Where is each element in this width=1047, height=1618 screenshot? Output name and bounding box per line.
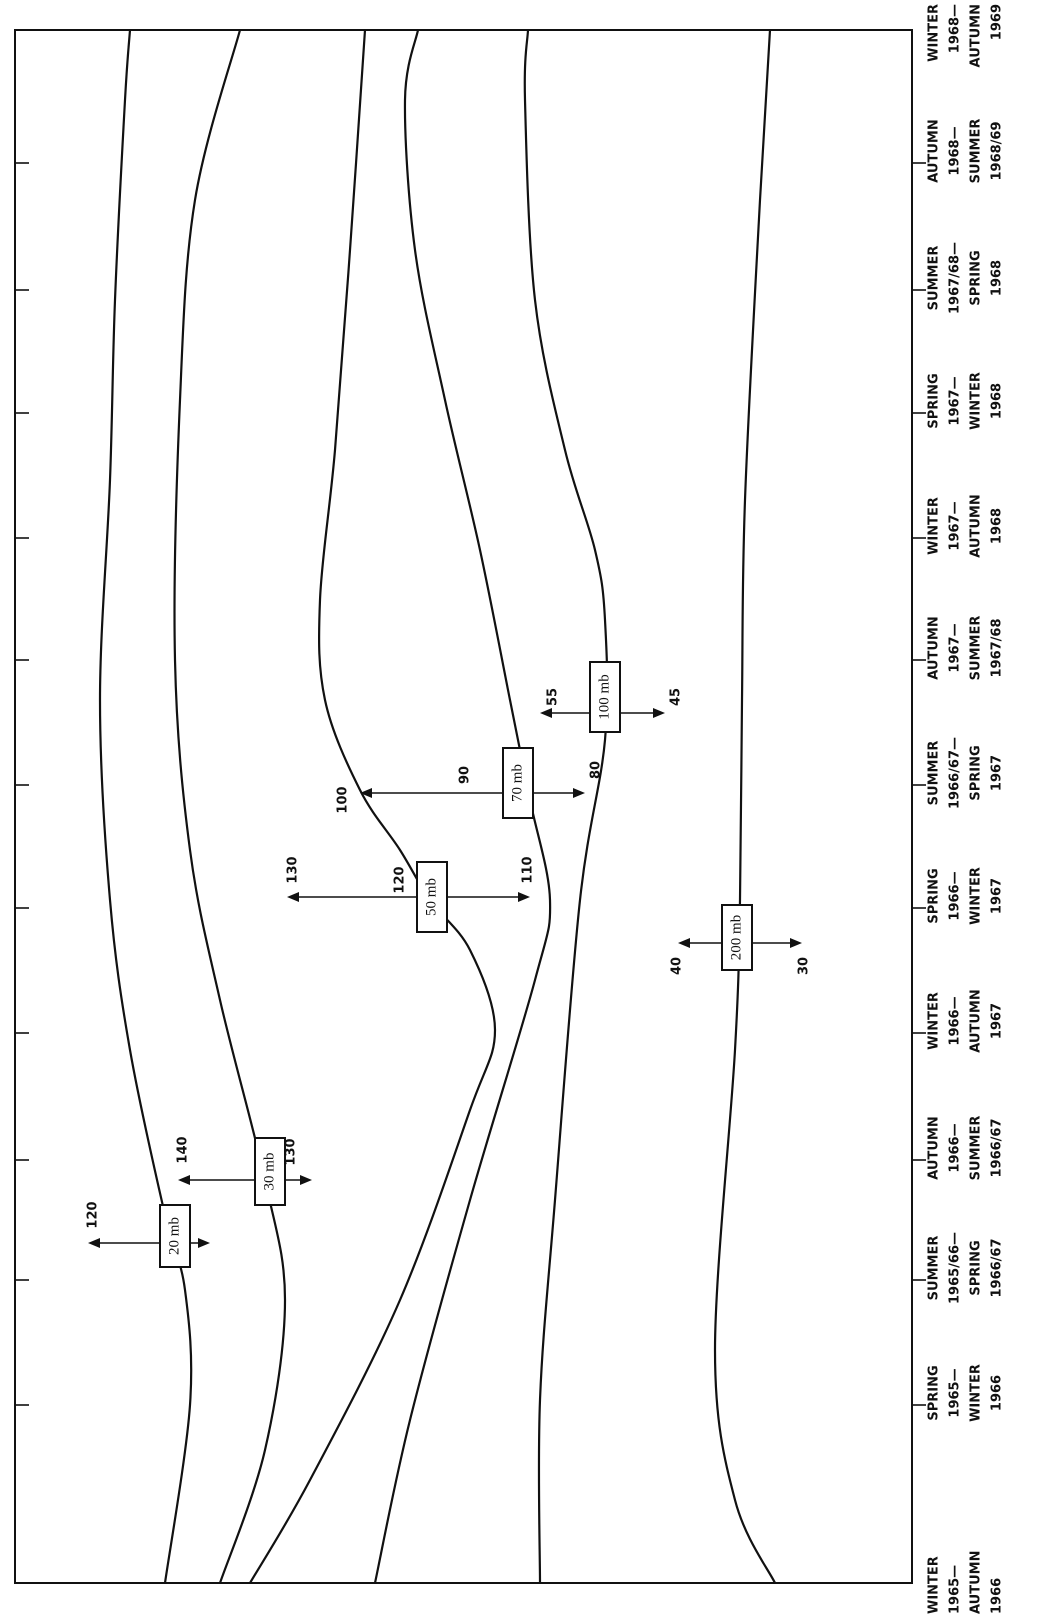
period-label: AUTUMN — [969, 989, 984, 1052]
period-label: WINTER — [927, 497, 942, 555]
period-label: 1968 — [990, 260, 1005, 296]
level-box — [159, 1204, 191, 1268]
arrowhead — [300, 1175, 312, 1185]
period-label: AUTUMN — [927, 1116, 942, 1179]
level-value: 45 — [669, 688, 684, 706]
period-label: SPRING — [969, 250, 984, 305]
level-label: 100 mb — [596, 674, 612, 719]
period-label: 1967 — [990, 1003, 1005, 1039]
period-label: 1966 — [990, 1375, 1005, 1411]
level-label: 200 mb — [728, 915, 744, 960]
period-label: 1967 — [990, 878, 1005, 914]
arrowhead — [287, 892, 299, 902]
period-label: AUTUMN — [969, 4, 984, 67]
level-box — [502, 747, 534, 819]
curve — [523, 29, 609, 1584]
period-label: SPRING — [927, 868, 942, 923]
period-label: AUTUMN — [969, 494, 984, 557]
arrowhead — [573, 788, 585, 798]
arrowhead — [653, 708, 665, 718]
level-value: 55 — [546, 688, 561, 706]
period-label: WINTER — [927, 4, 942, 62]
period-label: SUMMER — [969, 119, 984, 184]
period-label: SPRING — [927, 373, 942, 428]
level-value: 130 — [284, 1138, 299, 1165]
period-label: 1967— — [948, 501, 963, 550]
curve — [713, 29, 776, 1584]
level-value: 110 — [521, 856, 536, 883]
period-label: AUTUMN — [927, 119, 942, 182]
level-value: 90 — [458, 766, 473, 784]
level-value: 40 — [670, 957, 685, 975]
curve — [249, 29, 497, 1584]
period-label: 1968— — [948, 126, 963, 175]
period-label: 1967/68 — [990, 618, 1005, 677]
level-label: 20 mb — [166, 1217, 182, 1255]
arrowhead — [790, 938, 802, 948]
period-label: SUMMER — [927, 246, 942, 311]
period-label: SUMMER — [969, 616, 984, 681]
level-box — [416, 861, 448, 933]
curve — [98, 29, 193, 1584]
level-box — [254, 1137, 286, 1206]
frame — [14, 29, 913, 1584]
arrowhead — [198, 1238, 210, 1248]
level-value: 120 — [393, 866, 408, 893]
period-label: WINTER — [927, 992, 942, 1050]
period-label: SPRING — [969, 745, 984, 800]
period-label: 1968— — [948, 4, 963, 53]
period-label: AUTUMN — [927, 616, 942, 679]
period-label: 1968/69 — [990, 121, 1005, 180]
period-label: 1965— — [948, 1368, 963, 1417]
level-label: 30 mb — [261, 1153, 277, 1191]
period-label: 1967 — [990, 755, 1005, 791]
arrowhead — [88, 1238, 100, 1248]
level-value: 120 — [86, 1201, 101, 1228]
period-label: WINTER — [969, 372, 984, 430]
arrowhead — [540, 708, 552, 718]
period-label: 1965— — [948, 1565, 963, 1614]
level-label: 70 mb — [509, 764, 525, 802]
period-label: SUMMER — [969, 1116, 984, 1181]
period-label: 1966— — [948, 996, 963, 1045]
period-label: 1966/67— — [948, 737, 963, 809]
level-box — [721, 904, 753, 971]
period-label: 1967/68— — [948, 242, 963, 314]
period-label: WINTER — [927, 1556, 942, 1614]
level-value: 30 — [797, 957, 812, 975]
arrowhead — [178, 1175, 190, 1185]
period-label: 1966/67 — [990, 1238, 1005, 1297]
period-label: SPRING — [969, 1240, 984, 1295]
level-value: 100 — [336, 786, 351, 813]
arrowhead — [518, 892, 530, 902]
period-label: AUTUMN — [969, 1551, 984, 1614]
curve — [173, 29, 287, 1584]
period-label: 1968 — [990, 508, 1005, 544]
period-label: 1967— — [948, 623, 963, 672]
period-label: SUMMER — [927, 1236, 942, 1301]
period-label: 1966 — [990, 1578, 1005, 1614]
period-label: 1966— — [948, 1123, 963, 1172]
period-label: 1969 — [990, 4, 1005, 40]
level-value: 80 — [589, 761, 604, 779]
level-value: 140 — [176, 1136, 191, 1163]
period-label: 1966— — [948, 871, 963, 920]
period-label: SPRING — [927, 1365, 942, 1420]
period-label: 1966/67 — [990, 1118, 1005, 1177]
level-label: 50 mb — [423, 878, 439, 916]
level-box — [589, 661, 621, 733]
period-label: WINTER — [969, 1364, 984, 1422]
period-label: WINTER — [969, 867, 984, 925]
period-label: 1965/66— — [948, 1232, 963, 1304]
arrowhead — [360, 788, 372, 798]
arrowhead — [678, 938, 690, 948]
period-label: 1967— — [948, 376, 963, 425]
period-label: 1968 — [990, 383, 1005, 419]
level-value: 130 — [286, 856, 301, 883]
period-label: SUMMER — [927, 741, 942, 806]
